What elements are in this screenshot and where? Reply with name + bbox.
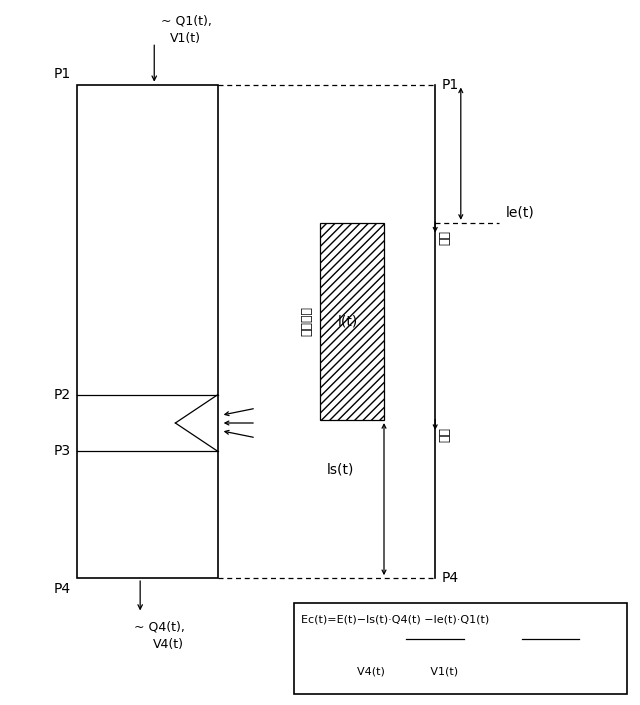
Text: 末尾: 末尾: [438, 230, 451, 245]
Bar: [320, 223, 384, 420]
Text: V4(t): V4(t): [153, 638, 184, 651]
Bar: [294, 603, 627, 694]
Text: 渋滞区間: 渋滞区間: [301, 307, 314, 336]
Text: ls(t): ls(t): [326, 462, 354, 477]
Text: 先頭: 先頭: [438, 427, 451, 442]
Text: P4: P4: [442, 571, 459, 585]
Text: ~ Q4(t),: ~ Q4(t),: [134, 621, 184, 634]
Text: P4: P4: [53, 582, 70, 596]
Text: le(t): le(t): [506, 205, 534, 219]
Text: Ec(t)=E(t)−ls(t)·Q4(t) −le(t)·Q1(t): Ec(t)=E(t)−ls(t)·Q4(t) −le(t)·Q1(t): [301, 614, 489, 624]
Text: ~ Q1(t),: ~ Q1(t),: [161, 15, 211, 27]
Bar: [77, 85, 218, 578]
Text: P2: P2: [53, 388, 70, 402]
Text: P3: P3: [53, 444, 70, 458]
Text: l(t): l(t): [338, 314, 358, 329]
Text: V4(t)             V1(t): V4(t) V1(t): [301, 666, 458, 677]
Text: V1(t): V1(t): [170, 32, 201, 44]
Text: P1: P1: [442, 78, 459, 92]
Text: P1: P1: [53, 67, 70, 81]
